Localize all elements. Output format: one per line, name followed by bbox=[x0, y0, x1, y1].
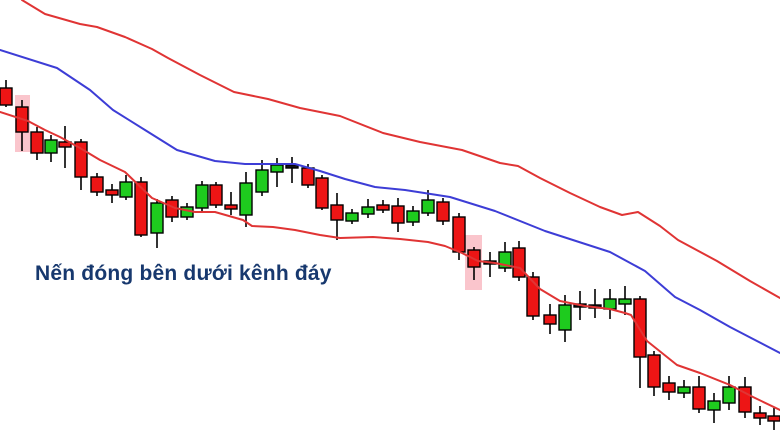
candle-body-bearish bbox=[452, 216, 466, 253]
midline-line bbox=[0, 49, 780, 354]
candle-body-bullish bbox=[722, 386, 736, 404]
candle-body-bullish bbox=[677, 386, 691, 394]
candle-body-bearish bbox=[543, 314, 557, 325]
candle-body-bearish bbox=[330, 204, 344, 221]
candle-body-bearish bbox=[692, 386, 706, 410]
candle-body-bearish bbox=[209, 184, 223, 206]
candle-body-bullish bbox=[150, 202, 164, 234]
candle-body-bearish bbox=[105, 189, 119, 196]
candle-body-bearish bbox=[134, 181, 148, 236]
candle-body-bullish bbox=[270, 164, 284, 173]
candle-body-bearish bbox=[0, 87, 13, 106]
candle-body-bearish bbox=[391, 205, 405, 224]
upper-band-line bbox=[21, 0, 780, 299]
candle-body-bearish bbox=[647, 354, 661, 388]
candle-body-bullish bbox=[345, 212, 359, 222]
candle-body-bullish bbox=[421, 199, 435, 214]
candle-body-bearish bbox=[58, 141, 72, 148]
lower-band-line bbox=[0, 111, 780, 411]
candle-body-bullish bbox=[195, 184, 209, 209]
candle-body-bullish bbox=[255, 169, 269, 193]
candle-body-bearish bbox=[767, 415, 780, 422]
candle-body-bearish bbox=[30, 131, 44, 154]
candle-body-bearish bbox=[301, 167, 315, 186]
candle-body-bearish bbox=[526, 276, 540, 317]
candle-body-bullish bbox=[239, 182, 253, 216]
candle-body-bearish bbox=[224, 204, 238, 210]
candle-body-bearish bbox=[90, 176, 104, 193]
candle-body-bearish bbox=[436, 201, 450, 222]
candle-body-bullish bbox=[361, 206, 375, 215]
candle-body-bullish bbox=[44, 139, 58, 154]
candle-body-bearish bbox=[738, 386, 752, 413]
candle-body-bearish bbox=[376, 204, 390, 211]
candle-body-bearish bbox=[753, 412, 767, 419]
candle-body-bullish bbox=[618, 298, 632, 305]
candle-body-bearish bbox=[662, 382, 676, 393]
candle-body-bullish bbox=[558, 304, 572, 331]
candle-body-bullish bbox=[707, 400, 721, 411]
candle-body-doji bbox=[285, 164, 299, 169]
candle-body-bullish bbox=[406, 210, 420, 223]
candle-body-bullish bbox=[119, 181, 133, 198]
candle-body-bearish bbox=[315, 177, 329, 209]
annotation-label: Nến đóng bên dưới kênh đáy bbox=[35, 262, 332, 285]
